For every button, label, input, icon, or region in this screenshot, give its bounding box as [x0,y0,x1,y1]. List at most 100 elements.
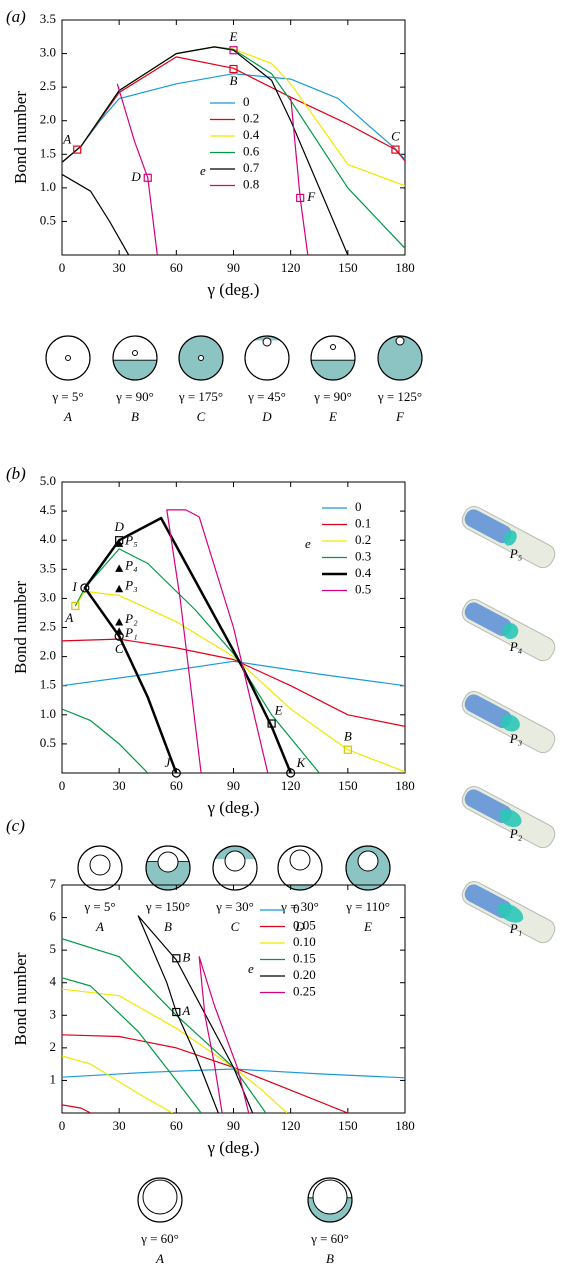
point-label: D [130,169,141,184]
point-label: C [115,641,124,656]
tube-meniscus [499,808,522,828]
inset-caption: γ = 90° [115,389,154,404]
panel-label: (a) [6,7,26,26]
legend-label: 0.5 [355,581,371,596]
tube-meniscus [503,530,517,546]
inset-label: E [328,409,337,424]
point-label: P₁ [124,625,137,640]
series-line [62,1034,349,1113]
tube-label: P₂ [509,826,523,841]
tube-meniscus [497,903,524,923]
series-line [137,915,254,1113]
x-tick-label: 150 [338,260,358,275]
panel-label: (c) [6,816,25,835]
series-line [198,956,250,1113]
point-marker [172,954,181,963]
legend-label: 0.20 [293,967,316,982]
inset-caption: γ = 110° [345,899,390,914]
inset-inner [395,336,405,346]
x-tick-label: 90 [227,1118,240,1133]
series-line [62,1068,405,1079]
legend-label: 0 [293,901,300,916]
inset-inner [289,849,311,871]
x-tick-label: 120 [281,1118,301,1133]
point-marker [73,145,82,154]
x-tick-label: 120 [281,778,301,793]
inset-outline [145,845,191,891]
inset-caption: γ = 60° [140,1231,179,1246]
point-marker [172,1007,181,1017]
legend-label: 0.10 [293,934,316,949]
y-tick-label: 1.5 [40,145,56,160]
y-tick-label: 2 [50,1039,57,1054]
series-line [62,46,349,255]
inset-label: C [197,409,206,424]
x-tick-label: 0 [59,260,66,275]
legend-label: 0 [243,94,250,109]
point-marker [115,584,124,593]
legend-title: e [305,536,311,551]
inset-caption: γ = 60° [310,1231,349,1246]
y-tick-label: 1.5 [40,677,56,692]
inset-label: B [326,1251,334,1266]
tube-inner [464,509,512,544]
point-label: D [113,519,124,534]
inset-label: B [131,409,139,424]
point-label: J [165,755,172,770]
y-axis-label: Bond number [11,581,30,674]
inset-label: B [164,919,172,934]
inset-label: A [63,409,72,424]
x-axis-label: γ (deg.) [207,1138,260,1157]
legend-label: 0.7 [243,160,260,175]
y-tick-label: 2.5 [40,618,56,633]
y-tick-label: 3.5 [40,11,56,26]
point-label: P₅ [124,532,137,547]
point-label: F [306,189,316,204]
tube-inner [464,602,512,637]
y-tick-label: 4.5 [40,502,56,517]
plot-frame [61,19,406,256]
legend-title: e [248,961,254,976]
tube-render [461,506,556,569]
inset-caption: γ = 150° [145,899,190,914]
x-tick-label: 180 [395,1118,415,1133]
point-marker [115,564,124,572]
series-line [116,83,309,255]
point-marker [267,719,276,728]
inset-caption: γ = 30° [280,899,319,914]
point-marker [171,768,181,778]
legend-label: 0.05 [293,917,316,932]
inset-caption: γ = 45° [247,389,286,404]
tube-label: P₄ [509,639,523,654]
legend-label: 0.2 [243,110,259,125]
y-tick-label: 3.0 [40,45,56,60]
series-line [166,509,269,773]
point-marker [286,768,296,778]
point-label: I [72,579,78,594]
inset-inner [224,850,246,872]
series-line [83,516,292,773]
inset-outline [77,845,123,891]
inset-inner [65,355,71,361]
point-label: E [229,29,238,44]
x-tick-label: 30 [113,1118,126,1133]
series-line [62,938,267,1113]
inset-inner [89,854,111,876]
inset-inner [330,344,336,350]
y-tick-label: 2.0 [40,648,56,663]
x-tick-label: 180 [395,260,415,275]
y-tick-label: 0.5 [40,735,56,750]
y-tick-label: 1 [50,1071,57,1086]
y-tick-label: 1.0 [40,179,56,194]
inset-caption: γ = 5° [51,389,83,404]
legend-label: 0.2 [355,532,371,547]
inset-inner [157,851,179,873]
tube-label: P₅ [509,546,522,561]
inset-inner [357,850,379,872]
point-marker [229,46,238,55]
y-axis-label: Bond number [11,91,30,184]
inset-outline [277,845,323,891]
inset-outline [244,335,290,381]
x-tick-label: 0 [59,1118,66,1133]
point-marker [343,745,352,754]
